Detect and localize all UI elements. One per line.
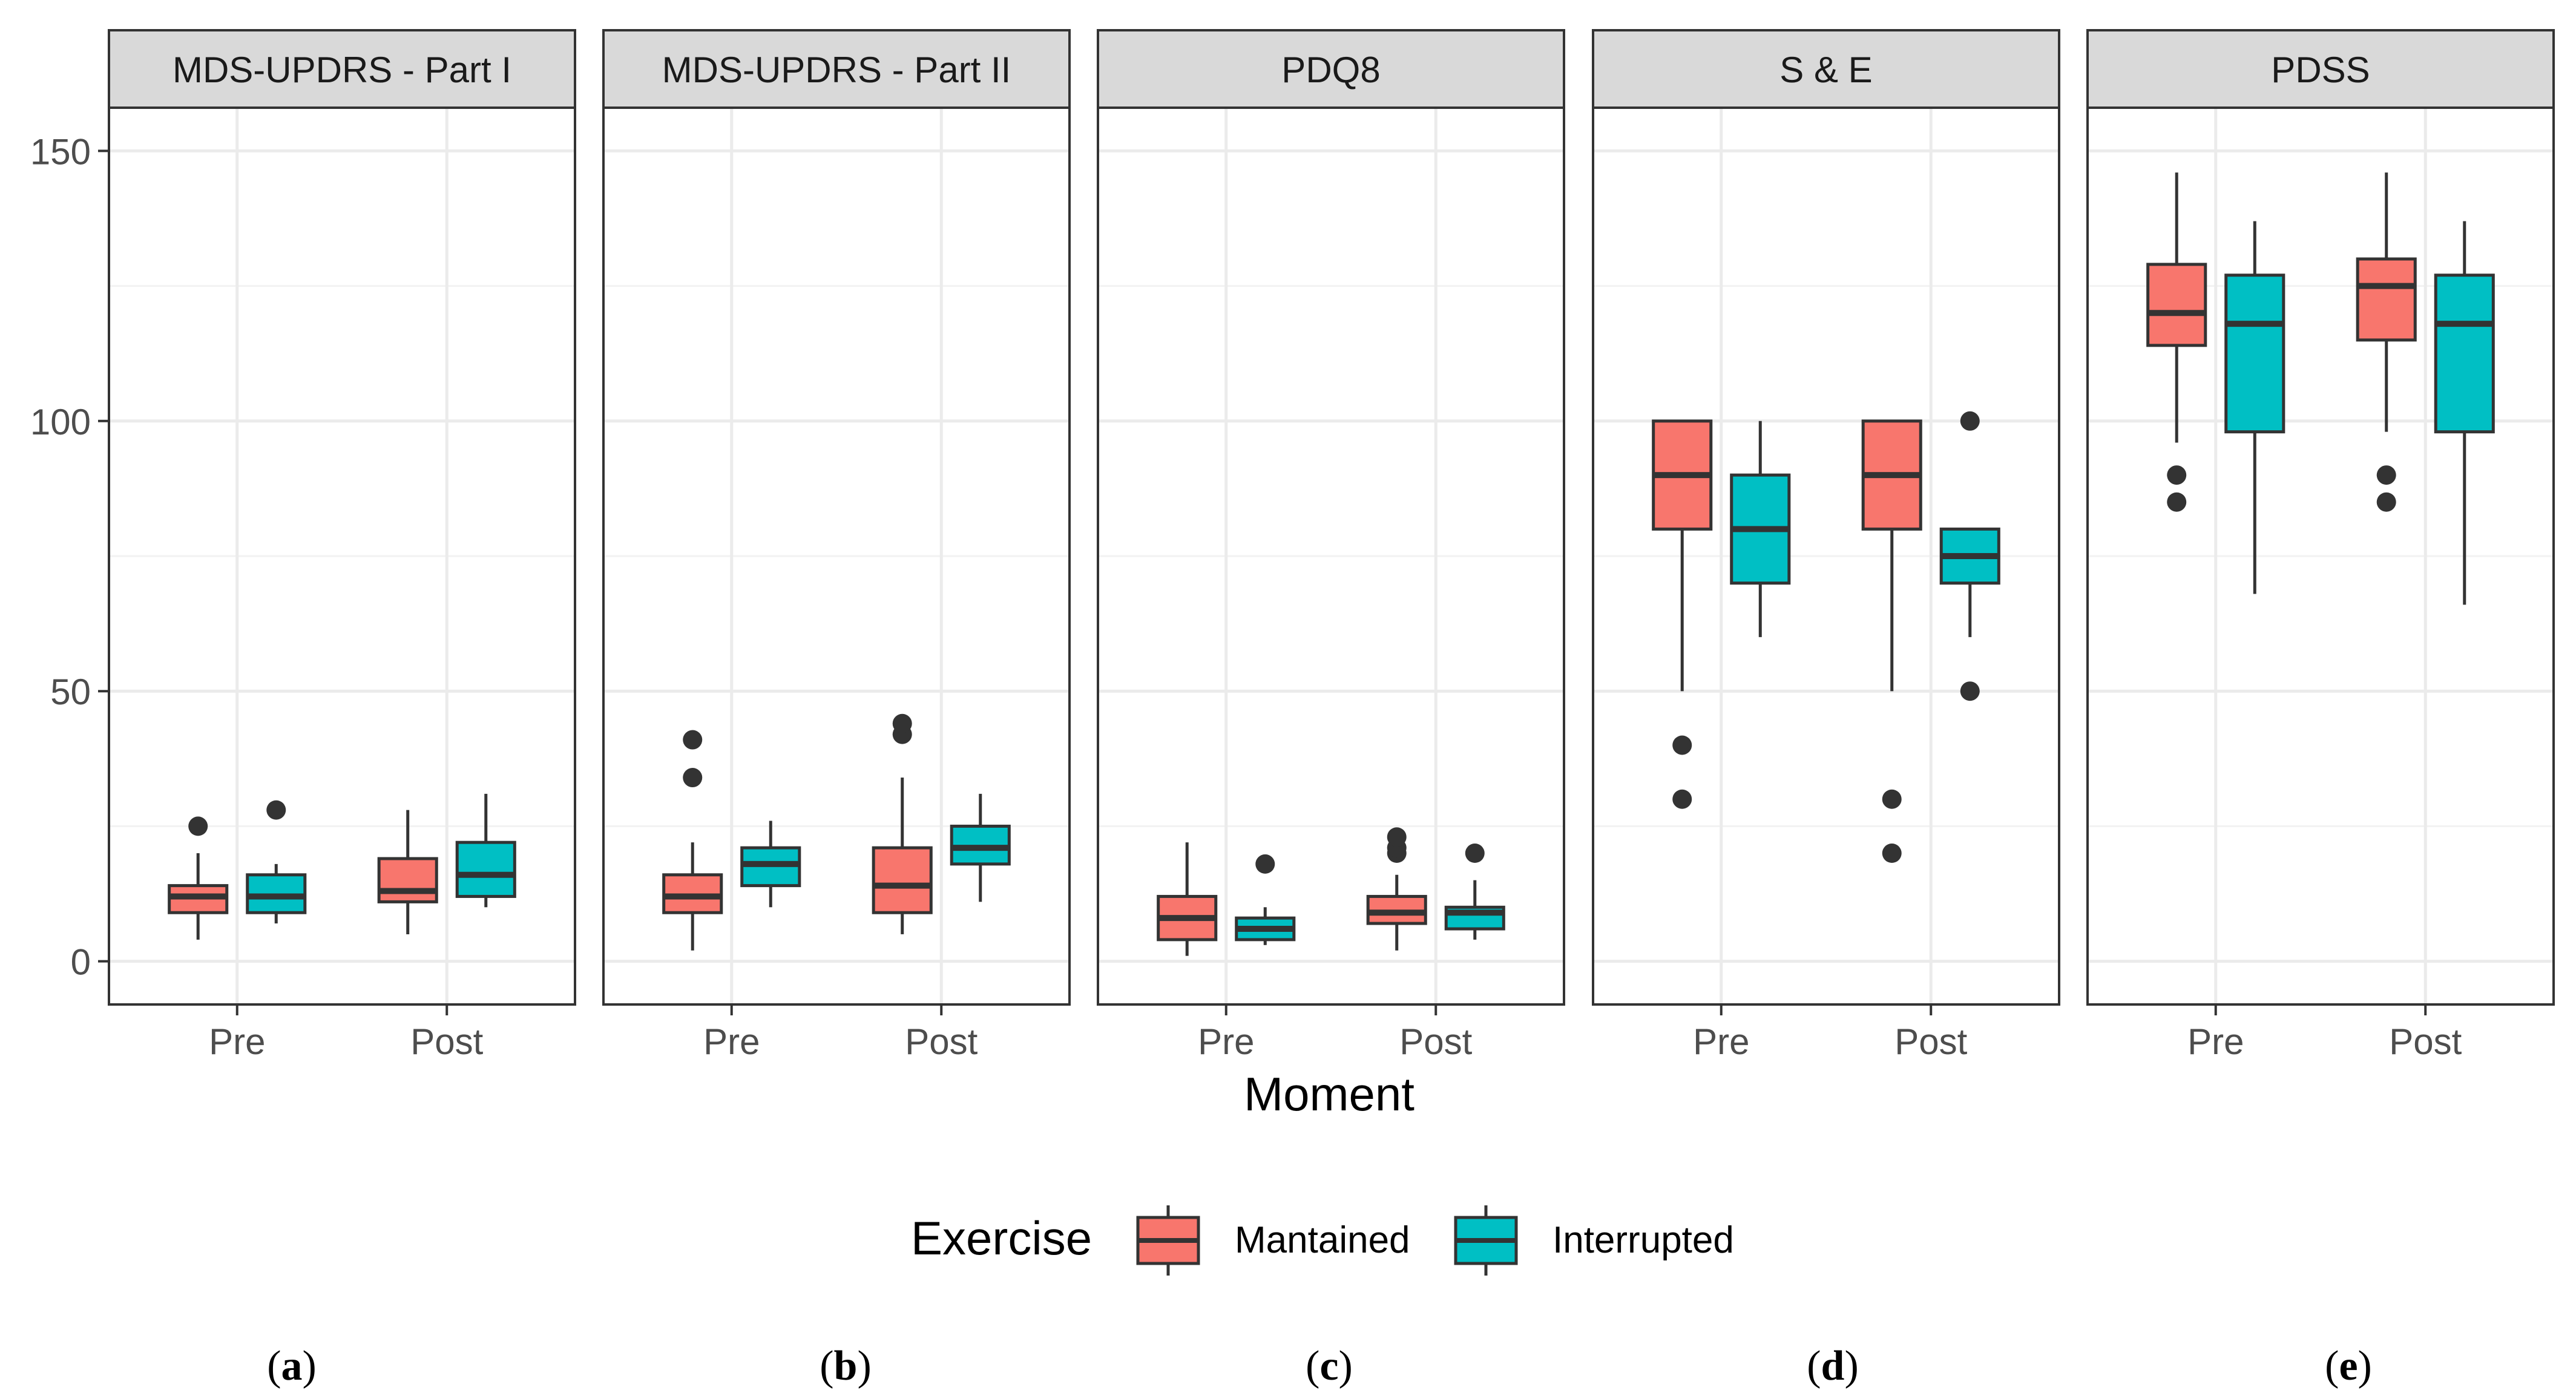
panel-caption-d: (d) xyxy=(1807,1343,1859,1389)
x-axis-title: Moment xyxy=(1244,1067,1414,1121)
box-interrupted-post xyxy=(2434,221,2495,605)
box-iqr xyxy=(2146,263,2207,347)
box-interrupted-pre xyxy=(1730,421,1791,637)
legend-key-mantained xyxy=(1136,1205,1200,1276)
box-iqr xyxy=(2356,257,2417,342)
panel-e: PDSS Pre Post xyxy=(2086,29,2555,1062)
box-interrupted-post xyxy=(1444,844,1505,940)
box-iqr xyxy=(377,857,438,903)
outlier-point xyxy=(1672,789,1692,809)
x-tick-label: Post xyxy=(410,1021,483,1062)
box-interrupted-pre xyxy=(246,800,307,924)
panel-caption-c: (c) xyxy=(1306,1343,1353,1389)
panel-caption-e: (e) xyxy=(2325,1343,2372,1389)
outlier-point xyxy=(1960,411,1980,431)
panel-border xyxy=(1097,106,1565,1006)
box-interrupted-post xyxy=(455,793,516,908)
outlier-point xyxy=(1387,827,1407,847)
y-axis: 0 50 100 150 xyxy=(30,131,109,983)
x-tick-label: Pre xyxy=(2187,1021,2244,1062)
outlier-point xyxy=(2376,492,2396,512)
outlier-point xyxy=(188,816,208,836)
outlier-point xyxy=(683,768,703,788)
panel-b: MDS-UPDRS - Part II Pre Post xyxy=(602,29,1071,1062)
box-iqr xyxy=(872,846,933,914)
box-iqr xyxy=(2434,274,2495,434)
x-tick-label: Post xyxy=(1399,1021,1472,1062)
box-iqr xyxy=(455,840,516,898)
x-tick-label: Pre xyxy=(703,1021,760,1062)
outlier-point xyxy=(1882,844,1902,863)
box-mantained-post xyxy=(872,713,933,934)
box-iqr xyxy=(2224,274,2285,434)
x-tick-label: Pre xyxy=(209,1021,265,1062)
box-mantained-post xyxy=(377,810,438,934)
outlier-point xyxy=(1960,681,1980,701)
panel-title: MDS-UPDRS - Part I xyxy=(172,50,511,90)
legend-title: Exercise xyxy=(911,1211,1092,1265)
outlier-point xyxy=(266,800,286,820)
panel-d: S & E Pre Post xyxy=(1592,29,2060,1062)
y-tick-label: 150 xyxy=(30,131,91,172)
panel-caption-a: (a) xyxy=(267,1343,317,1389)
box-mantained-post xyxy=(1861,419,1922,863)
panel-title: S & E xyxy=(1779,50,1872,90)
panel-strip xyxy=(602,29,1071,109)
panel-strip xyxy=(2086,29,2555,109)
box-mantained-pre xyxy=(662,730,723,951)
panel-a: MDS-UPDRS - Part I Pre Post xyxy=(108,29,576,1062)
panel-captions: (a) (b) (c) (d) (e) xyxy=(267,1343,2372,1389)
outlier-point xyxy=(1672,735,1692,755)
outlier-point xyxy=(1465,844,1485,863)
box-interrupted-post xyxy=(950,793,1011,902)
outlier-point xyxy=(2167,465,2187,485)
x-tick-label: Pre xyxy=(1198,1021,1254,1062)
box-mantained-post xyxy=(1366,827,1427,951)
x-tick-label: Pre xyxy=(1693,1021,1749,1062)
legend-label-interrupted: Interrupted xyxy=(1552,1219,1734,1261)
y-tick-label: 100 xyxy=(30,402,91,442)
outlier-point xyxy=(2167,492,2187,512)
box-interrupted-pre xyxy=(2224,221,2285,594)
panel-c: PDQ8 Pre Post xyxy=(1097,29,1565,1062)
panel-caption-b: (b) xyxy=(820,1343,872,1389)
box-mantained-pre xyxy=(168,816,229,940)
x-tick-label: Post xyxy=(1894,1021,1967,1062)
y-tick-label: 0 xyxy=(71,942,91,983)
panel-border xyxy=(1592,106,2060,1006)
box-mantained-pre xyxy=(1157,842,1218,956)
panel-border xyxy=(602,106,1071,1006)
y-tick-label: 50 xyxy=(50,672,91,712)
legend: Exercise Mantained Interrupted xyxy=(911,1205,1734,1276)
box-interrupted-pre xyxy=(1235,854,1296,945)
panel-strip xyxy=(108,29,576,109)
x-tick-label: Post xyxy=(2389,1021,2462,1062)
panel-strip xyxy=(1097,29,1565,109)
box-interrupted-post xyxy=(1939,411,2000,701)
panel-border xyxy=(2086,106,2555,1006)
panel-border xyxy=(108,106,576,1006)
legend-label-mantained: Mantained xyxy=(1235,1219,1410,1261)
panel-title: PDSS xyxy=(2271,50,2370,90)
box-mantained-post xyxy=(2356,172,2417,512)
legend-key-interrupted xyxy=(1454,1205,1518,1276)
panel-title: MDS-UPDRS - Part II xyxy=(662,50,1011,90)
outlier-point xyxy=(1255,854,1275,874)
x-tick-label: Post xyxy=(905,1021,978,1062)
outlier-point xyxy=(1882,789,1902,809)
panel-title: PDQ8 xyxy=(1281,50,1380,90)
box-mantained-pre xyxy=(2146,172,2207,512)
outlier-point xyxy=(892,713,912,733)
outlier-point xyxy=(2376,465,2396,485)
panel-strip xyxy=(1592,29,2060,109)
box-mantained-pre xyxy=(1652,419,1713,809)
box-interrupted-pre xyxy=(740,821,801,908)
outlier-point xyxy=(683,730,703,750)
